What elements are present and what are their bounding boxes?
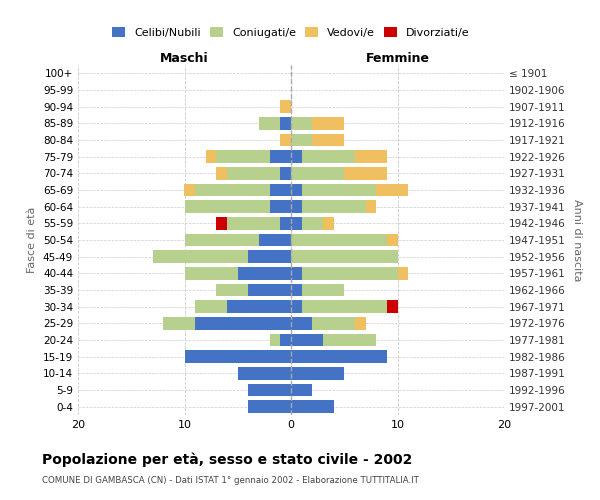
Bar [302,217,323,230]
Bar [195,300,227,313]
Bar [323,217,334,230]
Text: COMUNE DI GAMBASCA (CN) - Dati ISTAT 1° gennaio 2002 - Elaborazione TUTTITALIA.I: COMUNE DI GAMBASCA (CN) - Dati ISTAT 1° … [42,476,419,485]
Bar [291,300,302,313]
Bar [291,400,334,413]
Bar [291,250,398,263]
Bar [248,284,291,296]
Bar [291,284,302,296]
Bar [248,384,291,396]
Text: Femmine: Femmine [365,52,430,65]
Bar [302,200,365,213]
Bar [248,400,291,413]
Bar [259,117,280,130]
Bar [291,317,313,330]
Bar [152,250,248,263]
Bar [185,267,238,280]
Bar [355,150,387,163]
Bar [291,234,387,246]
Bar [398,267,408,280]
Bar [206,150,217,163]
Bar [185,200,270,213]
Bar [280,134,291,146]
Text: Maschi: Maschi [160,52,209,65]
Bar [291,167,344,179]
Bar [291,334,323,346]
Bar [313,117,344,130]
Bar [387,234,398,246]
Bar [313,134,344,146]
Bar [270,184,291,196]
Bar [195,317,291,330]
Bar [280,167,291,179]
Bar [185,184,195,196]
Bar [313,317,355,330]
Legend: Celibi/Nubili, Coniugati/e, Vedovi/e, Divorziati/e: Celibi/Nubili, Coniugati/e, Vedovi/e, Di… [110,25,472,40]
Bar [227,167,280,179]
Bar [291,200,302,213]
Bar [344,167,387,179]
Bar [376,184,408,196]
Bar [291,367,344,380]
Bar [291,384,313,396]
Bar [217,167,227,179]
Bar [270,334,280,346]
Bar [227,217,280,230]
Bar [217,150,270,163]
Bar [291,267,302,280]
Bar [280,100,291,113]
Bar [291,217,302,230]
Bar [163,317,195,330]
Bar [270,150,291,163]
Bar [302,300,387,313]
Bar [248,250,291,263]
Bar [280,217,291,230]
Bar [185,350,291,363]
Bar [280,117,291,130]
Bar [291,150,302,163]
Bar [238,267,291,280]
Bar [238,367,291,380]
Bar [291,117,313,130]
Bar [270,200,291,213]
Y-axis label: Anni di nascita: Anni di nascita [572,198,582,281]
Bar [302,284,344,296]
Bar [227,300,291,313]
Bar [323,334,376,346]
Bar [185,234,259,246]
Bar [302,150,355,163]
Bar [217,284,248,296]
Bar [259,234,291,246]
Bar [291,350,387,363]
Bar [280,334,291,346]
Bar [302,184,376,196]
Bar [195,184,270,196]
Bar [365,200,376,213]
Bar [291,184,302,196]
Text: Popolazione per età, sesso e stato civile - 2002: Popolazione per età, sesso e stato civil… [42,452,412,467]
Bar [302,267,398,280]
Bar [387,300,398,313]
Bar [291,134,313,146]
Bar [217,217,227,230]
Y-axis label: Fasce di età: Fasce di età [28,207,37,273]
Bar [355,317,365,330]
